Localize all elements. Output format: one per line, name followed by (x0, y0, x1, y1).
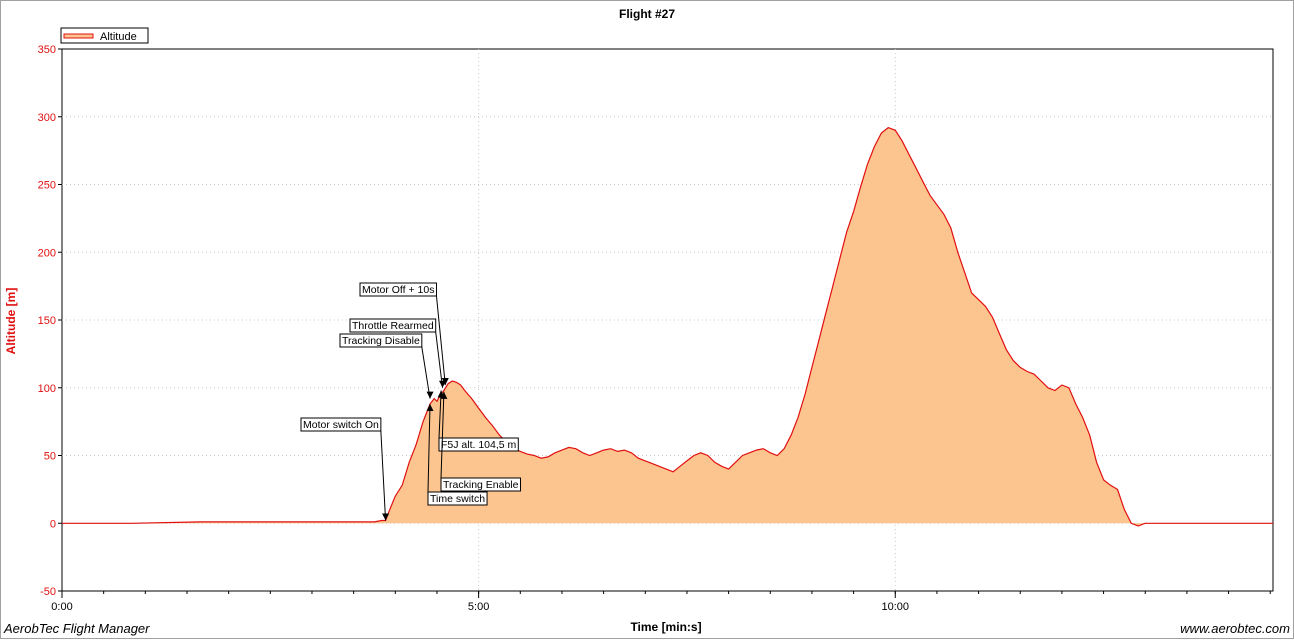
annotation: Motor switch On (300, 417, 390, 521)
y-tick-label: -50 (40, 586, 56, 598)
annotation-leader (435, 295, 446, 386)
annotation-label: Time switch (430, 493, 485, 505)
annotation: F5J alt. 104,5 m (437, 390, 519, 452)
annotation-leader (435, 331, 444, 388)
annotation-label: Motor Off + 10s (362, 284, 434, 296)
plot-area: -50 0 50 100 150 200 250 300 350 0:00 5:00 10:00 Mot… (38, 44, 1274, 613)
x-tick-label: 5:00 (468, 601, 489, 613)
y-tick-label: 50 (44, 451, 56, 463)
app-name-footer: AerobTec Flight Manager (4, 621, 150, 636)
annotation-box (300, 417, 382, 432)
annotation: Tracking Disable (339, 333, 434, 399)
annotation: Throttle Rearmed (349, 318, 447, 388)
annotation: Tracking Enable (440, 391, 521, 492)
annotation-label: Motor switch On (303, 419, 379, 431)
y-tick-label: 250 (38, 180, 56, 192)
y-tick-label: 150 (38, 315, 56, 327)
altitude-series-line (62, 126, 1273, 527)
annotation-label: F5J alt. 104,5 m (441, 439, 517, 451)
annotation-box (349, 318, 437, 333)
annotation-leader (380, 430, 387, 521)
annotation-arrowhead (441, 378, 449, 386)
annotation-box (427, 491, 488, 506)
legend: Altitude (60, 27, 149, 44)
y-axis-label: Altitude [m] (4, 288, 18, 355)
annotation-arrowhead (440, 391, 448, 399)
annotation-arrowhead (426, 391, 434, 399)
annotation-label: Tracking Enable (443, 479, 519, 491)
annotation-leader (427, 403, 431, 493)
y-tick-label: 350 (38, 44, 56, 56)
annotation-box (359, 282, 437, 297)
annotation-arrowhead (382, 513, 390, 521)
y-tick-label: 0 (50, 518, 56, 530)
altitude-area (62, 127, 1273, 526)
annotation-leader (440, 391, 445, 479)
annotation-label: Tracking Disable (342, 335, 420, 347)
annotation-box (440, 477, 521, 492)
annotation: Time switch (426, 403, 488, 506)
annotation-arrowhead (426, 404, 434, 412)
annotation-box (339, 333, 423, 348)
x-tick-label: 0:00 (51, 601, 72, 613)
annotation-leader (421, 346, 431, 399)
legend-swatch (63, 33, 94, 39)
y-tick-label: 100 (38, 383, 56, 395)
annotation: Motor Off + 10s (359, 282, 449, 386)
chart-title: Flight #27 (619, 7, 675, 21)
x-tick-label: 10:00 (881, 601, 909, 613)
y-tick-label: 300 (38, 112, 56, 124)
x-axis-label: Time [min:s] (630, 620, 701, 634)
y-tick-label: 200 (38, 247, 56, 259)
legend-box (60, 27, 149, 44)
legend-label-altitude: Altitude (100, 31, 137, 43)
annotation-box (438, 437, 519, 452)
website-footer: www.aerobtec.com (1180, 621, 1290, 636)
annotation-label: Throttle Rearmed (352, 320, 434, 332)
